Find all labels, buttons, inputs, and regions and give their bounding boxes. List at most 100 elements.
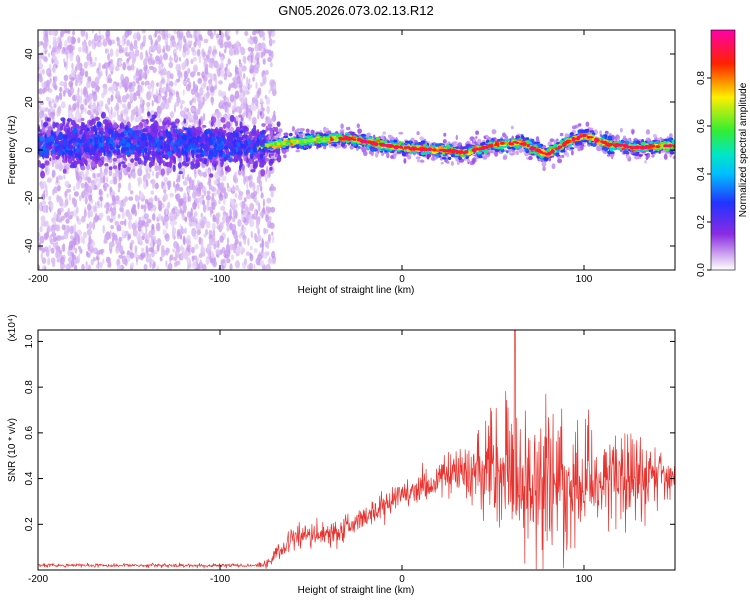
spectrogram-cell [271, 127, 275, 131]
spectrogram-cell [39, 100, 45, 106]
spectrogram-cell [177, 162, 182, 169]
spectrogram-cell [270, 86, 273, 92]
spectrogram-cell [174, 118, 180, 124]
spectrogram-cell [129, 242, 133, 250]
spectrogram-cell [153, 235, 157, 243]
spectrogram-cell [216, 33, 220, 39]
spectrogram-cell [54, 163, 59, 170]
spectrogram-cell [247, 46, 252, 52]
spectrogram-cell [167, 170, 170, 176]
spectrogram-cell [416, 158, 421, 163]
spectrogram-cell [191, 227, 197, 237]
spectrogram-cell [130, 85, 135, 93]
spectrogram-cell [186, 77, 190, 83]
spectrogram-cell [169, 111, 174, 119]
spectrogram-cell [363, 150, 368, 156]
spectrogram-cell [146, 247, 149, 253]
spectrogram-cell [340, 123, 344, 129]
spectrogram-cell [129, 43, 134, 52]
spectrogram-cell [94, 82, 97, 91]
spectrogram-cell [93, 178, 97, 186]
spectrogram-cell [283, 154, 287, 159]
spectrogram-cell [262, 75, 267, 85]
spectrogram-cell [88, 119, 94, 127]
spectrogram-cell [241, 213, 244, 221]
spectrogram-cell [43, 266, 47, 270]
spectrogram-cell [233, 117, 236, 123]
spectrogram-cell [162, 48, 165, 54]
spectrogram-cell [48, 195, 52, 201]
spectrogram-cell [187, 174, 190, 182]
spectrogram-cell [163, 67, 166, 76]
spectrogram-cell [257, 216, 261, 221]
spectrogram-cell [143, 161, 147, 166]
spectrogram-cell [75, 170, 79, 179]
spectrogram-cell [105, 63, 108, 69]
spectrogram-cell [509, 153, 515, 156]
spectrogram-cell [99, 262, 103, 269]
spectrogram-cell [194, 243, 199, 250]
spectrogram-cell [390, 155, 394, 159]
spectrogram-cell [201, 49, 204, 58]
spectrogram-cell [200, 95, 204, 104]
spectrogram-cell [219, 42, 224, 49]
spectrogram-cell [169, 254, 174, 261]
spectrogram-cell [167, 262, 173, 270]
spectrogram-cell [134, 116, 140, 123]
spectrogram-cell [41, 200, 47, 205]
spectrogram-cell [123, 38, 126, 45]
spectrogram-cell [217, 239, 220, 249]
spectrogram-cell [238, 164, 242, 171]
spectrogram-cell [260, 103, 264, 110]
spectrogram-cell [40, 181, 44, 190]
spectrogram-cell [144, 155, 150, 161]
spectrogram-cell [98, 249, 103, 255]
spectrogram-cell [187, 247, 191, 253]
spectrogram-cell [225, 258, 231, 264]
spectrogram-cell [215, 212, 221, 218]
spectrogram-cell [111, 194, 116, 202]
spectrogram-cell [175, 63, 179, 72]
spectrogram-cell [40, 252, 44, 260]
spectrogram-cell [243, 258, 248, 265]
spectrogram-cell [202, 55, 205, 60]
spectrogram-cell [59, 86, 63, 93]
spectrogram-cell [146, 151, 151, 156]
spectrogram-cell [263, 160, 267, 165]
spectrogram-cell [443, 132, 447, 137]
spectrogram-cell [239, 202, 243, 207]
spectrogram-cell [253, 264, 256, 270]
spectrogram-cell [126, 65, 132, 71]
spectrogram-cell [135, 90, 141, 97]
spectrogram-cell [88, 235, 92, 244]
spectrogram-cell [121, 74, 124, 81]
spectrogram-cell [407, 154, 412, 160]
spectrogram-cell [173, 30, 177, 35]
spectrogram-cell [210, 85, 215, 93]
spectrogram-cell [224, 104, 228, 113]
spectrogram-cell [108, 261, 112, 268]
spectrogram-cell [146, 218, 151, 224]
spectrogram-cell [102, 119, 109, 125]
spectrogram-cell [150, 38, 153, 46]
spectrogram-cell [210, 254, 215, 259]
spectrogram-cell [192, 189, 198, 194]
spectrogram-cell [266, 165, 269, 172]
spectrogram-cell [41, 82, 46, 88]
spectrogram-cell [250, 230, 253, 239]
spectrogram-cell [139, 192, 144, 200]
spectrogram-cell [121, 229, 126, 239]
spectrogram-cell [201, 252, 206, 257]
figure-title: GN05.2026.073.02.13.R12 [278, 3, 433, 18]
spectrogram-cell [48, 245, 52, 252]
spectrogram-cell [81, 263, 85, 270]
spectrogram-cell [113, 176, 118, 185]
spectrogram-cell [138, 84, 142, 93]
spectrogram-cell [149, 261, 152, 269]
spectrogram-cell [96, 35, 102, 43]
spectrogram-cell [122, 61, 127, 71]
spectrogram-cell [97, 173, 101, 178]
spectrogram-cell [179, 234, 183, 240]
spectrogram-cell [250, 55, 253, 64]
